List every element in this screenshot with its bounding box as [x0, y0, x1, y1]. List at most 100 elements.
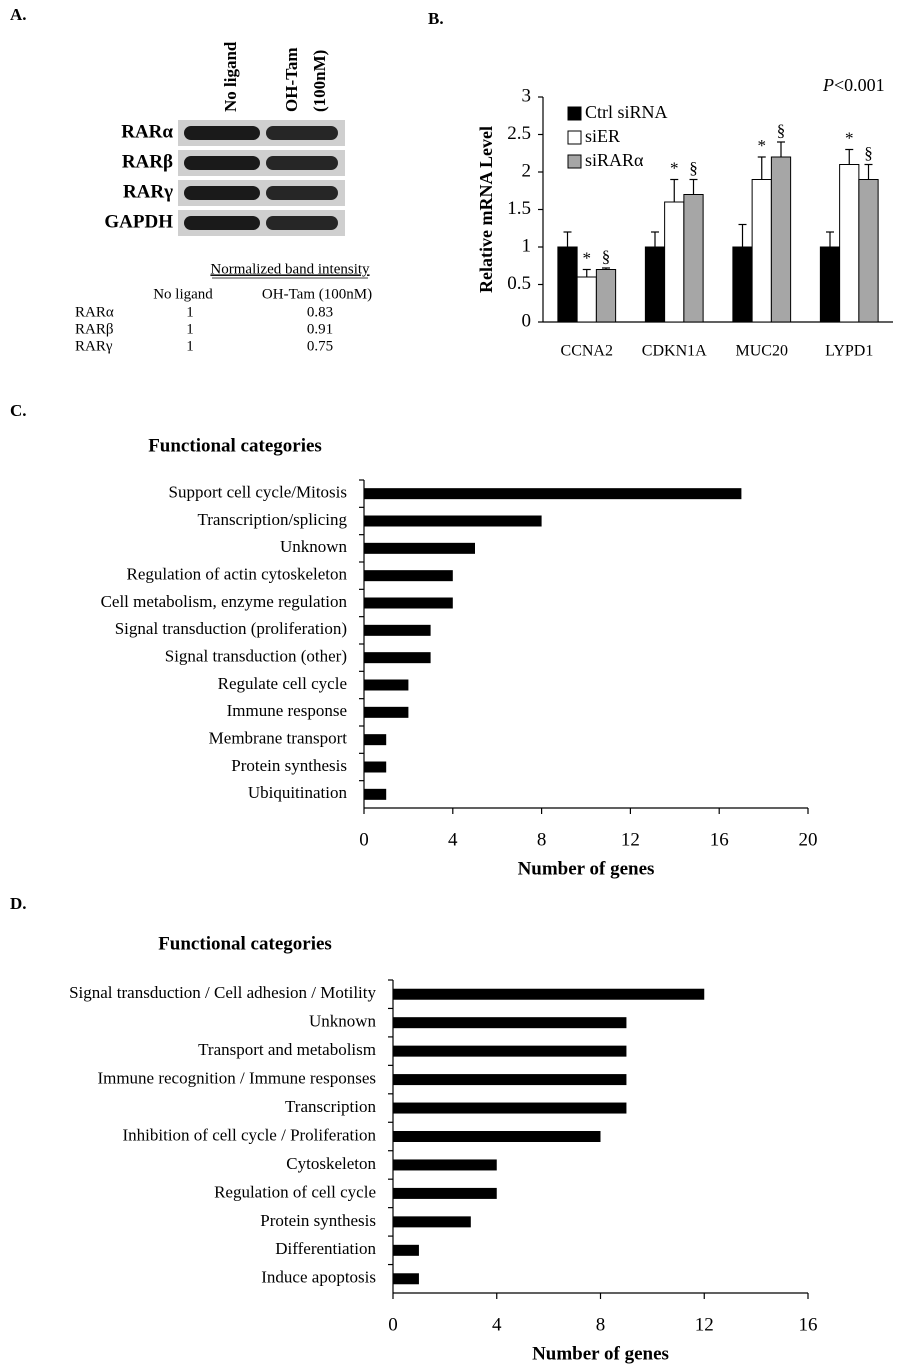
lane-label: OH-Tam: [282, 47, 301, 112]
bar: [393, 1216, 471, 1227]
significance-marker: §: [689, 158, 698, 177]
x-tick-label: 20: [799, 829, 818, 850]
bar: [665, 202, 684, 322]
significance-marker: *: [758, 136, 767, 155]
band: [266, 216, 338, 230]
bar: [364, 734, 386, 745]
band: [184, 126, 260, 140]
legend-label: siER: [585, 126, 620, 146]
bar: [558, 247, 577, 322]
table-cell: 0.91: [307, 321, 333, 337]
bar: [645, 247, 664, 322]
y-tick-label: Immune response: [227, 701, 347, 720]
legend-swatch: [568, 155, 581, 168]
y-tick-label: Inhibition of cell cycle / Proliferation: [122, 1125, 376, 1144]
y-tick-label: Regulation of cell cycle: [214, 1182, 376, 1201]
y-tick-label: Transcription/splicing: [197, 510, 347, 529]
legend-swatch: [568, 107, 581, 120]
significance-marker: §: [864, 143, 873, 162]
annotation: P<0.001: [822, 75, 885, 95]
x-tick-label: 4: [448, 829, 458, 850]
bar: [393, 1046, 626, 1057]
table-cell: RARβ: [75, 321, 113, 337]
bar: [364, 707, 408, 718]
table-cell: 0.75: [307, 338, 333, 354]
x-axis-label: Number of genes: [518, 858, 655, 879]
bar: [752, 180, 771, 323]
legend-label: siRARα: [585, 150, 644, 170]
panel-label: C.: [10, 401, 27, 420]
y-tick-label: Signal transduction (other): [165, 647, 347, 666]
bar: [393, 1131, 601, 1142]
y-tick-label: Protein synthesis: [231, 756, 347, 775]
x-axis-label: Number of genes: [532, 1343, 669, 1364]
bar: [393, 1273, 419, 1284]
chart-title: Functional categories: [158, 933, 332, 954]
x-tick-label: MUC20: [736, 343, 788, 360]
band: [184, 156, 260, 170]
bar: [771, 157, 790, 322]
panel-label: D.: [10, 894, 27, 913]
annotation-part: P: [822, 75, 834, 95]
significance-marker: *: [845, 128, 854, 147]
y-tick-label: 1: [522, 235, 532, 256]
band: [184, 186, 260, 200]
blot-row-label: GAPDH: [104, 211, 173, 232]
bar: [393, 1017, 626, 1028]
significance-marker: §: [602, 247, 611, 266]
x-tick-label: 16: [710, 829, 729, 850]
significance-marker: §: [777, 121, 786, 140]
bar: [733, 247, 752, 322]
x-tick-label: 8: [537, 829, 547, 850]
table-header: No ligand: [153, 286, 213, 302]
bar: [364, 680, 408, 691]
y-axis-label: Relative mRNA Level: [476, 126, 496, 293]
bar: [859, 180, 878, 323]
panel-label: B.: [428, 9, 444, 28]
y-tick-label: 0.5: [507, 273, 531, 294]
y-tick-label: Differentiation: [275, 1239, 376, 1258]
band: [184, 216, 260, 230]
y-tick-label: 0: [522, 310, 532, 331]
table-cell: 1: [186, 321, 194, 337]
x-tick-label: 16: [799, 1314, 818, 1335]
bar: [364, 570, 453, 581]
table-cell: RARγ: [75, 338, 113, 354]
significance-marker: *: [583, 248, 592, 267]
band: [266, 186, 338, 200]
chart-title: Functional categories: [148, 435, 322, 456]
table-cell: RARα: [75, 304, 114, 320]
table-header: OH-Tam (100nM): [262, 286, 372, 302]
legend-label: Ctrl siRNA: [585, 102, 668, 122]
bar: [364, 762, 386, 773]
panel-label: A.: [10, 5, 27, 24]
y-tick-label: 1.5: [507, 198, 531, 219]
y-tick-label: Transcription: [285, 1097, 376, 1116]
bar: [393, 989, 704, 1000]
x-tick-label: 12: [695, 1314, 714, 1335]
significance-marker: *: [670, 158, 679, 177]
x-tick-label: 0: [388, 1314, 398, 1335]
blot-row-label: RARβ: [122, 151, 173, 172]
bar: [840, 165, 859, 323]
bar: [820, 247, 839, 322]
bar: [364, 652, 431, 663]
bar: [393, 1245, 419, 1256]
bar: [364, 625, 431, 636]
y-tick-label: Induce apoptosis: [261, 1268, 376, 1287]
y-tick-label: Unknown: [280, 537, 348, 556]
x-tick-label: CDKN1A: [642, 343, 707, 360]
y-tick-label: Ubiquitination: [248, 783, 348, 802]
y-tick-label: Immune recognition / Immune responses: [97, 1068, 376, 1087]
bar: [393, 1074, 626, 1085]
x-tick-label: CCNA2: [561, 343, 613, 360]
bar: [364, 516, 542, 527]
blot-row-label: RARα: [121, 121, 173, 142]
y-tick-label: Regulation of actin cytoskeleton: [127, 565, 348, 584]
bar: [684, 195, 703, 323]
table-cell: 1: [186, 304, 194, 320]
y-tick-label: Regulate cell cycle: [218, 674, 347, 693]
bar: [364, 488, 741, 499]
